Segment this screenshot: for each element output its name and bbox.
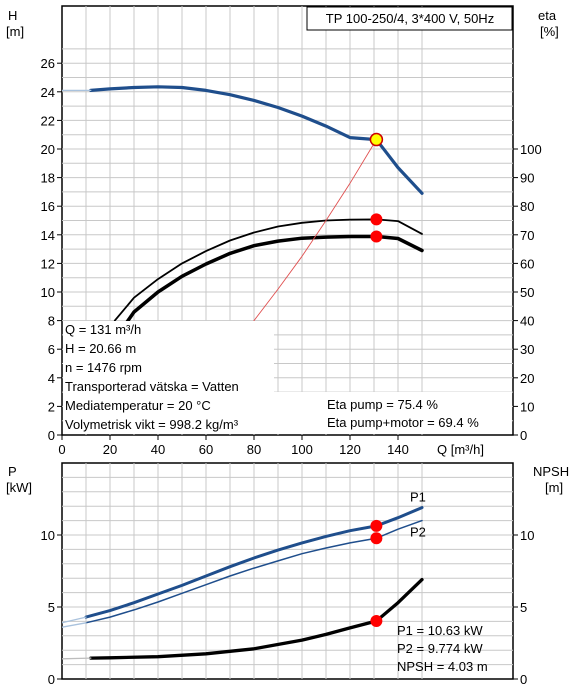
y-tick-label: 5 xyxy=(48,600,55,615)
y-tick-label: 12 xyxy=(41,256,55,271)
x-tick-label: 120 xyxy=(339,442,361,457)
series-label-p2: P2 xyxy=(410,525,426,540)
operating-point-2 xyxy=(370,230,383,243)
y2-axis-label: eta xyxy=(538,8,557,23)
series-line-1 xyxy=(85,519,423,624)
series-line-4 xyxy=(89,577,424,660)
y2-tick-label: 70 xyxy=(520,228,534,243)
info-right-line: Eta pump = 75.4 % xyxy=(327,397,438,412)
series-line-0 xyxy=(89,85,424,195)
y2-axis-unit: [m] xyxy=(545,480,563,495)
y2-axis-label: NPSH xyxy=(533,464,569,479)
info-left-line: n = 1476 rpm xyxy=(65,360,142,375)
y-tick-label: 2 xyxy=(48,399,55,414)
chart-title: TP 100-250/4, 3*400 V, 50Hz xyxy=(326,11,494,26)
x-tick-label: 20 xyxy=(103,442,117,457)
y-axis-unit: [m] xyxy=(6,24,24,39)
x-tick-label: 140 xyxy=(387,442,409,457)
info-box-bg xyxy=(63,321,274,434)
y2-tick-label: 80 xyxy=(520,199,534,214)
x-tick-label: 80 xyxy=(247,442,261,457)
y-tick-label: 16 xyxy=(41,199,55,214)
bottom-chart: 0 5 10 0 5 10 P[kW] NPSH[m] P1 P2 P1 = 10.63 kW P2 … xyxy=(6,462,569,687)
x-tick-label: 100 xyxy=(291,442,313,457)
y-tick-label: 0 xyxy=(48,672,55,687)
info-box-bg-right xyxy=(274,392,512,434)
series-line-3 xyxy=(62,622,87,628)
y-tick-label: 4 xyxy=(48,371,55,386)
y2-tick-label: 50 xyxy=(520,285,534,300)
y-tick-label: 18 xyxy=(41,171,55,186)
y-tick-label: 14 xyxy=(41,228,55,243)
y2-tick-label: 0 xyxy=(520,428,527,443)
info-left-line: Q = 131 m³/h xyxy=(65,322,141,337)
top-chart: 0246810121416182022242601020304050607080… xyxy=(6,5,559,457)
x-tick-label: 60 xyxy=(199,442,213,457)
x-tick-label: 0 xyxy=(58,442,65,457)
y-tick-label: 26 xyxy=(41,56,55,71)
y-tick-label: 24 xyxy=(41,85,55,100)
operating-point-1 xyxy=(370,213,383,226)
y2-tick-label: 10 xyxy=(520,399,534,414)
y-tick-label: 6 xyxy=(48,342,55,357)
y-axis-label: P xyxy=(8,464,17,479)
operating-point-1 xyxy=(370,532,383,545)
y2-tick-label: 20 xyxy=(520,371,534,386)
operating-point-2 xyxy=(370,614,383,627)
series-line-0 xyxy=(84,506,424,619)
bottom-series-group xyxy=(62,506,424,660)
x-tick-label: 40 xyxy=(151,442,165,457)
y2-tick-label: 90 xyxy=(520,171,534,186)
title-box xyxy=(306,6,513,31)
y-tick-label: 0 xyxy=(48,428,55,443)
series-line-5 xyxy=(62,657,92,660)
y2-tick-label: 5 xyxy=(520,600,527,615)
y-axis-unit: [kW] xyxy=(6,480,32,495)
series-line-2 xyxy=(62,616,87,624)
y2-tick-label: 0 xyxy=(520,672,527,687)
info-left-line: H = 20.66 m xyxy=(65,341,136,356)
operating-point-0 xyxy=(370,519,383,532)
y-tick-label: 10 xyxy=(41,528,55,543)
info-left-line: Mediatemperatur = 20 °C xyxy=(65,398,211,413)
info-right-line: Eta pump+motor = 69.4 % xyxy=(327,415,479,430)
y2-tick-label: 40 xyxy=(520,314,534,329)
y-tick-label: 22 xyxy=(41,113,55,128)
info-line: P1 = 10.63 kW xyxy=(397,623,483,638)
y2-tick-label: 60 xyxy=(520,256,534,271)
y-axis-label: H xyxy=(8,8,17,23)
info-line: NPSH = 4.03 m xyxy=(397,659,488,674)
x-axis-label: Q [m³/h] xyxy=(437,442,484,457)
series-label-p1: P1 xyxy=(410,490,426,505)
series-line-4 xyxy=(224,139,377,362)
y2-tick-label: 10 xyxy=(520,528,534,543)
y-tick-label: 20 xyxy=(41,142,55,157)
y-tick-label: 10 xyxy=(41,285,55,300)
y2-tick-label: 100 xyxy=(520,142,542,157)
y2-tick-label: 30 xyxy=(520,342,534,357)
operating-point-0 xyxy=(369,132,384,147)
info-line: P2 = 9.774 kW xyxy=(397,641,483,656)
y-tick-label: 8 xyxy=(48,314,55,329)
info-left-line: Volymetrisk vikt = 998.2 kg/m³ xyxy=(65,417,239,432)
info-left-line: Transporterad vätska = Vatten xyxy=(65,379,239,394)
y2-axis-unit: [%] xyxy=(540,24,559,39)
